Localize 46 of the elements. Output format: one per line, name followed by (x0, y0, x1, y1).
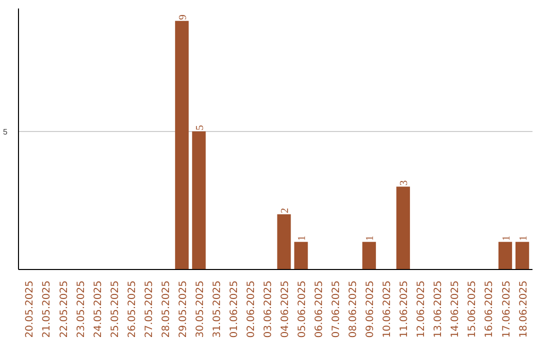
bar (175, 20, 189, 270)
data-label: 5 (194, 125, 206, 130)
x-tick-label: 31.05.2025 (212, 280, 223, 338)
x-tick-label: 21.05.2025 (42, 280, 53, 338)
bar (192, 131, 206, 270)
x-tick-label: 17.06.2025 (501, 280, 512, 338)
x-tick-label: 27.05.2025 (144, 280, 155, 338)
x-tick-label: 20.05.2025 (24, 280, 36, 338)
bar (277, 214, 291, 270)
bar (294, 242, 308, 270)
bar (396, 186, 410, 270)
x-tick-label: 23.05.2025 (76, 280, 87, 338)
x-tick-label: 10.06.2025 (382, 280, 394, 338)
x-tick-label: 03.06.2025 (262, 280, 274, 338)
x-tick-label: 08.06.2025 (348, 280, 360, 338)
x-tick-label: 13.06.2025 (433, 280, 444, 338)
x-tick-label: 02.06.2025 (246, 280, 257, 338)
x-tick-label: 15.06.2025 (467, 280, 478, 338)
x-tick-label: 29.05.2025 (178, 280, 189, 338)
x-tick-label: 11.06.2025 (399, 280, 410, 338)
x-tick-label: 16.06.2025 (484, 280, 496, 338)
x-tick-label: 18.06.2025 (518, 280, 530, 338)
x-tick-label: 05.06.2025 (297, 280, 308, 338)
data-label: 1 (518, 236, 530, 241)
bar (362, 242, 376, 270)
data-label: 1 (501, 236, 512, 241)
x-tick-label: 09.06.2025 (365, 280, 376, 338)
x-tick-label: 30.05.2025 (194, 280, 206, 338)
x-tick-label: 07.06.2025 (331, 280, 342, 338)
x-tick-label: 04.06.2025 (280, 280, 292, 338)
x-tick-label: 26.05.2025 (126, 280, 138, 338)
x-tick-label: 28.05.2025 (160, 280, 172, 338)
x-tick-label: 01.06.2025 (228, 280, 240, 338)
x-tick-label: 12.06.2025 (416, 280, 428, 338)
data-label: 1 (297, 236, 308, 241)
data-label: 1 (365, 236, 376, 241)
x-tick-label: 25.05.2025 (110, 280, 121, 338)
x-tick-label: 14.06.2025 (450, 280, 462, 338)
data-label: 2 (280, 208, 292, 214)
x-tick-label: 22.05.2025 (58, 280, 70, 338)
data-label: 9 (178, 14, 189, 20)
x-tick-label: 06.06.2025 (314, 280, 326, 338)
data-label: 3 (399, 180, 410, 186)
bar (515, 242, 530, 270)
x-tick-label: 24.05.2025 (92, 280, 104, 338)
bar (498, 242, 512, 270)
